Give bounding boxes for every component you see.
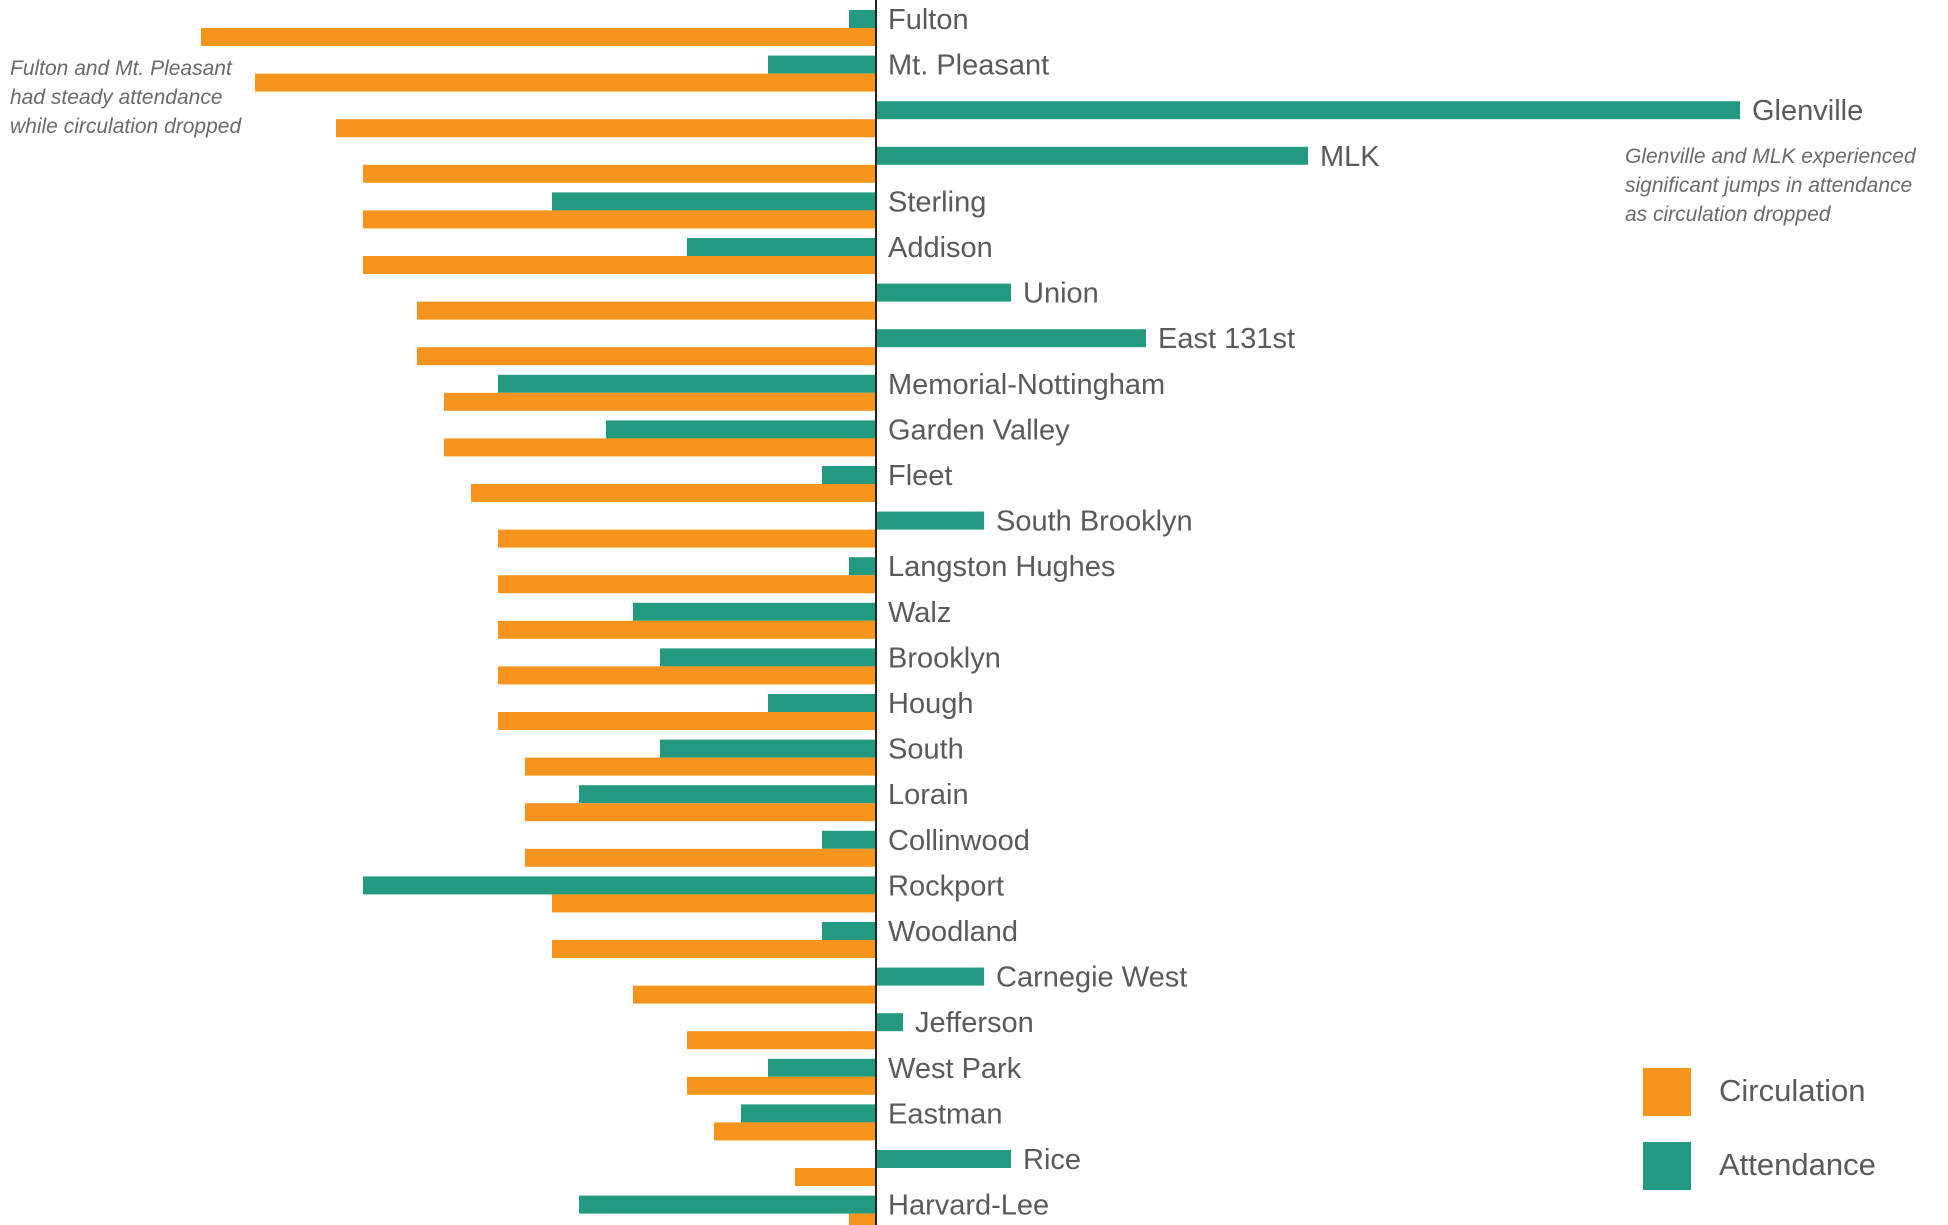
legend-item-circulation: Circulation	[1643, 1068, 1923, 1116]
attendance-bar-woodland	[822, 922, 876, 940]
attendance-bar-east-131st	[876, 329, 1146, 348]
category-label-brooklyn: Brooklyn	[888, 642, 1001, 674]
category-label-sterling: Sterling	[888, 186, 986, 218]
circulation-bar-union	[417, 301, 876, 320]
circulation-bar-jefferson	[687, 1031, 876, 1050]
circulation-bar-east-131st	[417, 347, 876, 366]
category-label-eastman: Eastman	[888, 1098, 1002, 1130]
category-label-union: Union	[1023, 278, 1099, 310]
category-label-jefferson: Jefferson	[915, 1007, 1034, 1039]
attendance-bar-garden-valley	[606, 420, 876, 439]
annotation-left: Fulton and Mt. Pleasant had steady atten…	[10, 57, 242, 138]
attendance-bar-mlk	[876, 146, 1308, 165]
category-label-woodland: Woodland	[888, 916, 1018, 948]
circulation-bar-mt-pleasant	[255, 73, 876, 92]
attendance-bar-langston-hughes	[849, 557, 876, 576]
category-label-walz: Walz	[888, 597, 951, 629]
category-label-glenville: Glenville	[1752, 95, 1863, 127]
category-label-lorain: Lorain	[888, 779, 969, 811]
circulation-bar-glenville	[336, 119, 876, 138]
attendance-bar-west-park	[768, 1058, 876, 1077]
category-label-west-park: West Park	[888, 1053, 1022, 1085]
attendance-bar-sterling	[552, 192, 876, 211]
circulation-bar-memorial-nottingham	[444, 392, 876, 411]
circulation-bar-addison	[363, 256, 876, 274]
category-label-south-brooklyn: South Brooklyn	[996, 506, 1193, 538]
legend-swatch-attendance	[1643, 1142, 1691, 1190]
circulation-bar-eastman	[714, 1122, 876, 1141]
circulation-bar-fleet	[471, 484, 876, 502]
circulation-bar-lorain	[525, 803, 876, 822]
attendance-bar-fleet	[822, 466, 876, 484]
circulation-bar-mlk	[363, 164, 876, 183]
category-label-memorial-nottingham: Memorial-Nottingham	[888, 369, 1165, 401]
attendance-bar-south-brooklyn	[876, 511, 984, 530]
attendance-bar-harvard-lee	[579, 1195, 876, 1214]
legend-swatch-circulation	[1643, 1068, 1691, 1116]
attendance-bar-south	[660, 739, 876, 758]
circulation-bar-woodland	[552, 940, 876, 958]
circulation-bar-garden-valley	[444, 438, 876, 457]
attendance-bar-fulton	[849, 10, 876, 28]
attendance-bar-hough	[768, 694, 876, 712]
circulation-bar-brooklyn	[498, 666, 876, 685]
attendance-bar-rice	[876, 1150, 1011, 1168]
attendance-bar-walz	[633, 602, 876, 621]
attendance-bar-rockport	[363, 876, 876, 895]
attendance-bar-memorial-nottingham	[498, 374, 876, 393]
category-label-fleet: Fleet	[888, 460, 952, 492]
category-label-rice: Rice	[1023, 1144, 1081, 1176]
attendance-bar-jefferson	[876, 1013, 903, 1032]
circulation-bar-fulton	[201, 28, 876, 46]
circulation-bar-south-brooklyn	[498, 529, 876, 548]
category-label-mt-pleasant: Mt. Pleasant	[888, 50, 1049, 82]
circulation-bar-hough	[498, 712, 876, 730]
circulation-bar-rice	[795, 1168, 876, 1186]
category-label-rockport: Rockport	[888, 870, 1004, 902]
circulation-bar-harvard-lee	[849, 1213, 876, 1225]
category-label-east-131st: East 131st	[1158, 323, 1295, 355]
category-label-harvard-lee: Harvard-Lee	[888, 1190, 1049, 1222]
circulation-bar-west-park	[687, 1076, 876, 1095]
legend: Circulation Attendance	[1643, 1068, 1923, 1216]
category-label-garden-valley: Garden Valley	[888, 414, 1070, 446]
legend-label-attendance: Attendance	[1719, 1147, 1876, 1182]
category-label-hough: Hough	[888, 688, 973, 720]
attendance-bar-brooklyn	[660, 648, 876, 667]
category-label-south: South	[888, 734, 964, 766]
attendance-bar-eastman	[741, 1104, 876, 1123]
circulation-bar-langston-hughes	[498, 575, 876, 594]
attendance-bar-union	[876, 283, 1011, 302]
legend-label-circulation: Circulation	[1719, 1073, 1866, 1108]
circulation-bar-sterling	[363, 210, 876, 229]
circulation-bar-collinwood	[525, 848, 876, 867]
attendance-bar-addison	[687, 238, 876, 256]
attendance-bar-glenville	[876, 101, 1740, 120]
attendance-bar-lorain	[579, 785, 876, 804]
category-label-addison: Addison	[888, 232, 993, 264]
attendance-bar-carnegie-west	[876, 967, 984, 986]
attendance-bar-collinwood	[822, 830, 876, 849]
circulation-bar-rockport	[552, 894, 876, 913]
category-label-collinwood: Collinwood	[888, 825, 1030, 857]
circulation-bar-carnegie-west	[633, 985, 876, 1004]
category-label-carnegie-west: Carnegie West	[996, 962, 1187, 994]
annotation-right: Glenville and MLK experienced significan…	[1625, 145, 1916, 226]
category-label-fulton: Fulton	[888, 4, 969, 36]
category-label-langston-hughes: Langston Hughes	[888, 551, 1115, 583]
circulation-bar-walz	[498, 620, 876, 639]
circulation-bar-south	[525, 757, 876, 776]
attendance-bar-mt-pleasant	[768, 55, 876, 74]
legend-item-attendance: Attendance	[1643, 1142, 1923, 1190]
category-label-mlk: MLK	[1320, 141, 1380, 173]
